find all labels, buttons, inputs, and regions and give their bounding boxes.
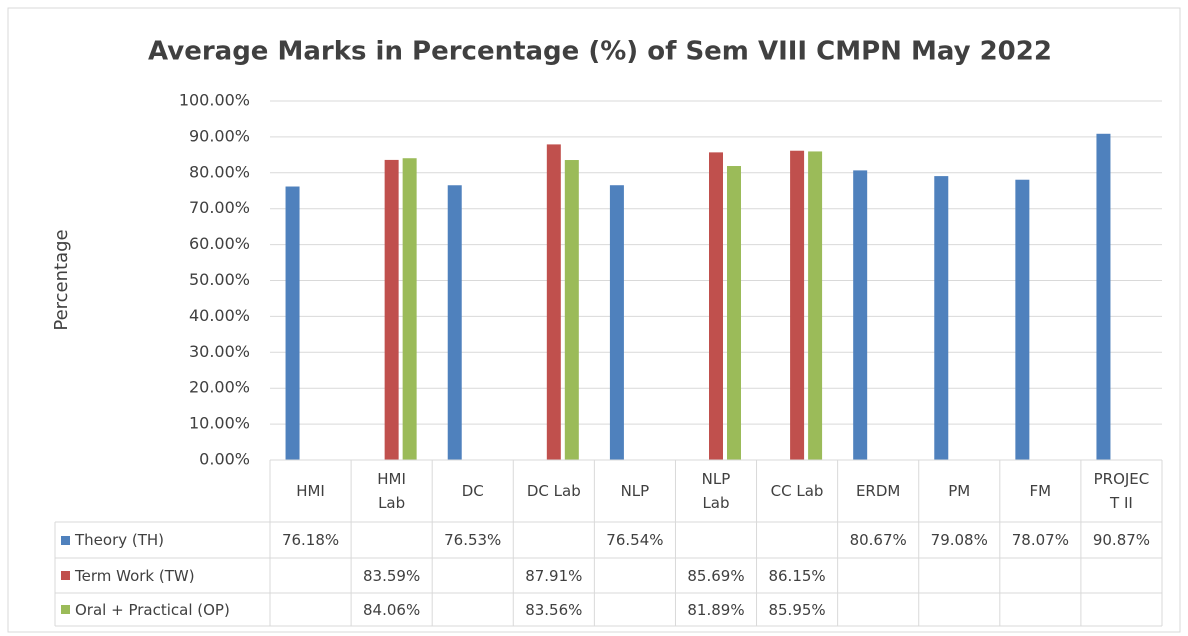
y-axis-title: Percentage — [51, 229, 72, 330]
bar — [546, 144, 561, 460]
data-label: 87.91% — [525, 566, 583, 585]
category-text: HMI Lab — [377, 470, 406, 512]
y-tick-label: 70.00% — [189, 198, 250, 217]
category-label: DC — [432, 460, 513, 522]
data-label: 76.54% — [606, 531, 664, 549]
bar — [384, 159, 399, 460]
bar — [808, 151, 823, 460]
data-label: 80.67% — [849, 531, 907, 549]
legend-entry: Theory (TH) — [55, 522, 270, 558]
category-text: HMI — [296, 482, 325, 500]
category-label: FM — [1000, 460, 1081, 522]
category-label: HMI Lab — [351, 460, 432, 522]
bar — [1015, 179, 1030, 460]
data-label: 90.87% — [1092, 531, 1151, 549]
category-text: DC Lab — [526, 482, 581, 500]
bar — [709, 152, 723, 460]
bar — [727, 166, 741, 460]
category-text: DC — [461, 482, 484, 500]
data-label: 84.06% — [363, 600, 421, 619]
data-label: 78.07% — [1011, 531, 1069, 549]
bar — [609, 185, 624, 460]
category-text: PROJECT II — [1093, 470, 1150, 512]
chart-border — [7, 7, 1181, 633]
data-label: 76.18% — [281, 531, 340, 549]
y-tick-label: 30.00% — [189, 342, 250, 361]
data-label: 86.15% — [768, 566, 826, 585]
bar — [564, 160, 579, 460]
chart-title: Average Marks in Percentage (%) of Sem V… — [148, 37, 1052, 67]
category-text: FM — [1029, 482, 1052, 500]
bar — [853, 170, 868, 460]
category-text: NLP Lab — [701, 470, 731, 512]
bar — [790, 150, 805, 460]
category-text: ERDM — [855, 482, 901, 500]
legend-entry: Oral + Practical (OP) — [55, 593, 270, 626]
bar — [934, 176, 949, 461]
y-tick-label: 80.00% — [189, 162, 250, 181]
bar — [1096, 133, 1111, 460]
y-tick-label: 10.00% — [189, 414, 250, 433]
category-label: NLP — [594, 460, 675, 522]
category-label: DC Lab — [513, 460, 594, 522]
category-label: PROJECT II — [1081, 460, 1162, 522]
y-tick-label: 60.00% — [189, 234, 250, 253]
y-tick-label: 90.00% — [189, 126, 250, 145]
legend-label: Theory (TH) — [75, 531, 165, 549]
bar — [402, 158, 417, 460]
y-tick-label: 50.00% — [189, 270, 250, 289]
category-text: NLP — [620, 482, 650, 500]
data-label: 83.56% — [525, 600, 583, 619]
data-label: 83.59% — [363, 566, 421, 585]
category-label: PM — [919, 460, 1000, 522]
y-tick-label: 20.00% — [189, 378, 250, 397]
category-text: CC Lab — [770, 482, 824, 500]
data-label: 81.89% — [687, 600, 745, 619]
category-label: ERDM — [838, 460, 919, 522]
data-label: 76.53% — [444, 531, 502, 549]
legend-entry: Term Work (TW) — [55, 558, 270, 593]
category-label: NLP Lab — [675, 460, 756, 522]
category-label: HMI — [270, 460, 351, 522]
bar — [447, 185, 462, 460]
legend-swatch — [61, 571, 70, 580]
y-tick-label: 40.00% — [189, 306, 250, 325]
legend-swatch — [61, 535, 70, 545]
legend-label: Term Work (TW) — [75, 566, 195, 585]
legend-label: Oral + Practical (OP) — [75, 600, 230, 619]
data-label: 79.08% — [930, 531, 988, 549]
legend-swatch — [61, 605, 70, 614]
category-label: CC Lab — [757, 460, 838, 522]
data-label: 85.69% — [687, 566, 745, 585]
category-text: PM — [948, 482, 971, 500]
y-tick-label: 100.00% — [179, 91, 250, 110]
bar — [285, 186, 300, 460]
y-tick-label: 0.00% — [199, 450, 250, 469]
data-label: 85.95% — [768, 600, 826, 619]
